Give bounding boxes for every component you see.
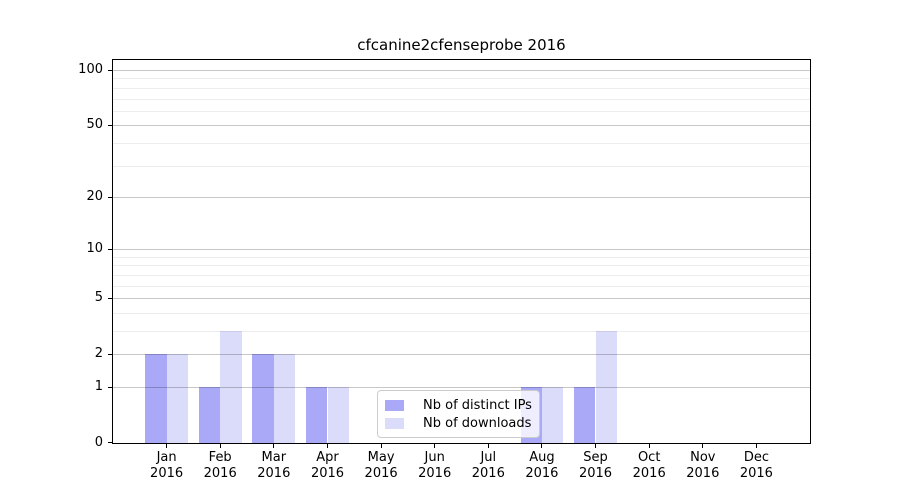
y-tick-mark-50: [108, 125, 112, 127]
minor-gridline-60: [113, 110, 810, 112]
x-tick-label-jul: Jul 2016: [471, 450, 505, 481]
y-tick-label-5: 5: [94, 290, 103, 306]
y-tick-mark-5: [108, 298, 112, 300]
y-tick-mark-0: [108, 442, 112, 443]
y-tick-mark-20: [108, 196, 112, 198]
plot-area: 0 1 2 5 10 20 50 100 Jan 2016 Feb 2016 Mar 2016 Apr 201…: [78, 59, 811, 481]
major-gridline-10: [113, 249, 810, 251]
x-tick-label-jan: Jan 2016: [150, 450, 184, 481]
minor-gridline-9: [113, 256, 810, 258]
bar-distinct-ips-sep: [574, 387, 596, 443]
y-tick-mark-2: [108, 354, 112, 356]
x-tick-mark-dec: [755, 444, 757, 448]
minor-gridline-80: [113, 87, 810, 89]
x-tick-label-feb: Feb 2016: [203, 450, 237, 481]
y-tick-label-50: 50: [86, 117, 103, 133]
legend-swatch-downloads: [385, 417, 404, 429]
legend-label-distinct-ips: Nb of distinct IPs: [423, 397, 532, 413]
minor-gridline-70: [113, 98, 810, 100]
minor-gridline-40: [113, 142, 810, 144]
x-tick-label-apr: Apr 2016: [310, 450, 345, 481]
x-tick-mark-feb: [219, 444, 221, 448]
y-tick-label-100: 100: [78, 62, 103, 77]
x-tick-mark-may: [380, 444, 382, 448]
minor-gridline-4: [113, 312, 810, 314]
major-gridline-2: [113, 354, 810, 356]
x-tick-label-jun: Jun 2016: [418, 450, 452, 481]
x-tick-label-oct: Oct 2016: [632, 450, 666, 481]
minor-gridline-6: [113, 285, 810, 287]
bar-distinct-ips-mar: [252, 354, 274, 443]
bar-downloads-sep: [595, 331, 617, 443]
legend: Nb of distinct IPs Nb of downloads: [377, 390, 540, 438]
bar-distinct-ips-jan: [145, 354, 167, 443]
x-tick-label-mar: Mar 2016: [257, 450, 291, 481]
minor-gridline-3: [113, 331, 810, 332]
x-tick-mark-sep: [595, 444, 596, 448]
major-gridline-50: [113, 125, 810, 127]
bar-downloads-feb: [220, 331, 242, 443]
legend-label-downloads: Nb of downloads: [423, 415, 532, 431]
x-tick-label-aug: Aug 2016: [525, 450, 559, 481]
minor-gridline-90: [113, 78, 810, 80]
major-gridline-1: [113, 387, 810, 388]
y-tick-mark-1: [108, 387, 112, 388]
x-tick-mark-nov: [702, 444, 704, 448]
y-tick-label-10: 10: [86, 241, 103, 257]
y-tick-label-2: 2: [94, 346, 103, 362]
bar-downloads-jan: [166, 354, 188, 443]
major-gridline-100: [113, 70, 810, 71]
x-tick-label-nov: Nov 2016: [686, 450, 720, 481]
y-tick-mark-100: [108, 70, 112, 71]
y-tick-label-20: 20: [86, 188, 103, 204]
x-tick-mark-jul: [487, 444, 489, 448]
x-tick-label-sep: Sep 2016: [578, 450, 613, 481]
major-gridline-5: [113, 298, 810, 300]
bar-downloads-aug: [541, 387, 564, 443]
y-tick-label-0: 0: [94, 435, 103, 450]
x-tick-label-dec: Dec 2016: [739, 450, 773, 481]
bar-downloads-mar: [273, 354, 296, 443]
legend-swatch-distinct-ips: [385, 399, 404, 411]
legend-entry-distinct-ips: Nb of distinct IPs: [385, 396, 532, 414]
x-tick-mark-aug: [541, 444, 543, 448]
legend-entry-downloads: Nb of downloads: [385, 414, 532, 432]
minor-gridline-7: [113, 274, 810, 276]
bar-distinct-ips-feb: [198, 387, 221, 443]
chart-title: cfcanine2cfenseprobe 2016: [357, 36, 566, 54]
y-tick-label-1: 1: [94, 379, 103, 394]
x-tick-mark-jun: [434, 444, 436, 448]
x-tick-mark-apr: [327, 444, 328, 448]
x-tick-mark-mar: [273, 444, 275, 448]
minor-gridline-8: [113, 265, 810, 267]
x-tick-label-may: May 2016: [364, 450, 398, 481]
x-tick-mark-jan: [166, 444, 168, 448]
bar-downloads-apr: [327, 387, 349, 443]
minor-gridline-30: [113, 165, 810, 167]
y-tick-mark-10: [108, 249, 112, 251]
major-gridline-20: [113, 196, 810, 198]
bar-distinct-ips-apr: [306, 387, 328, 443]
x-tick-mark-oct: [648, 444, 650, 448]
